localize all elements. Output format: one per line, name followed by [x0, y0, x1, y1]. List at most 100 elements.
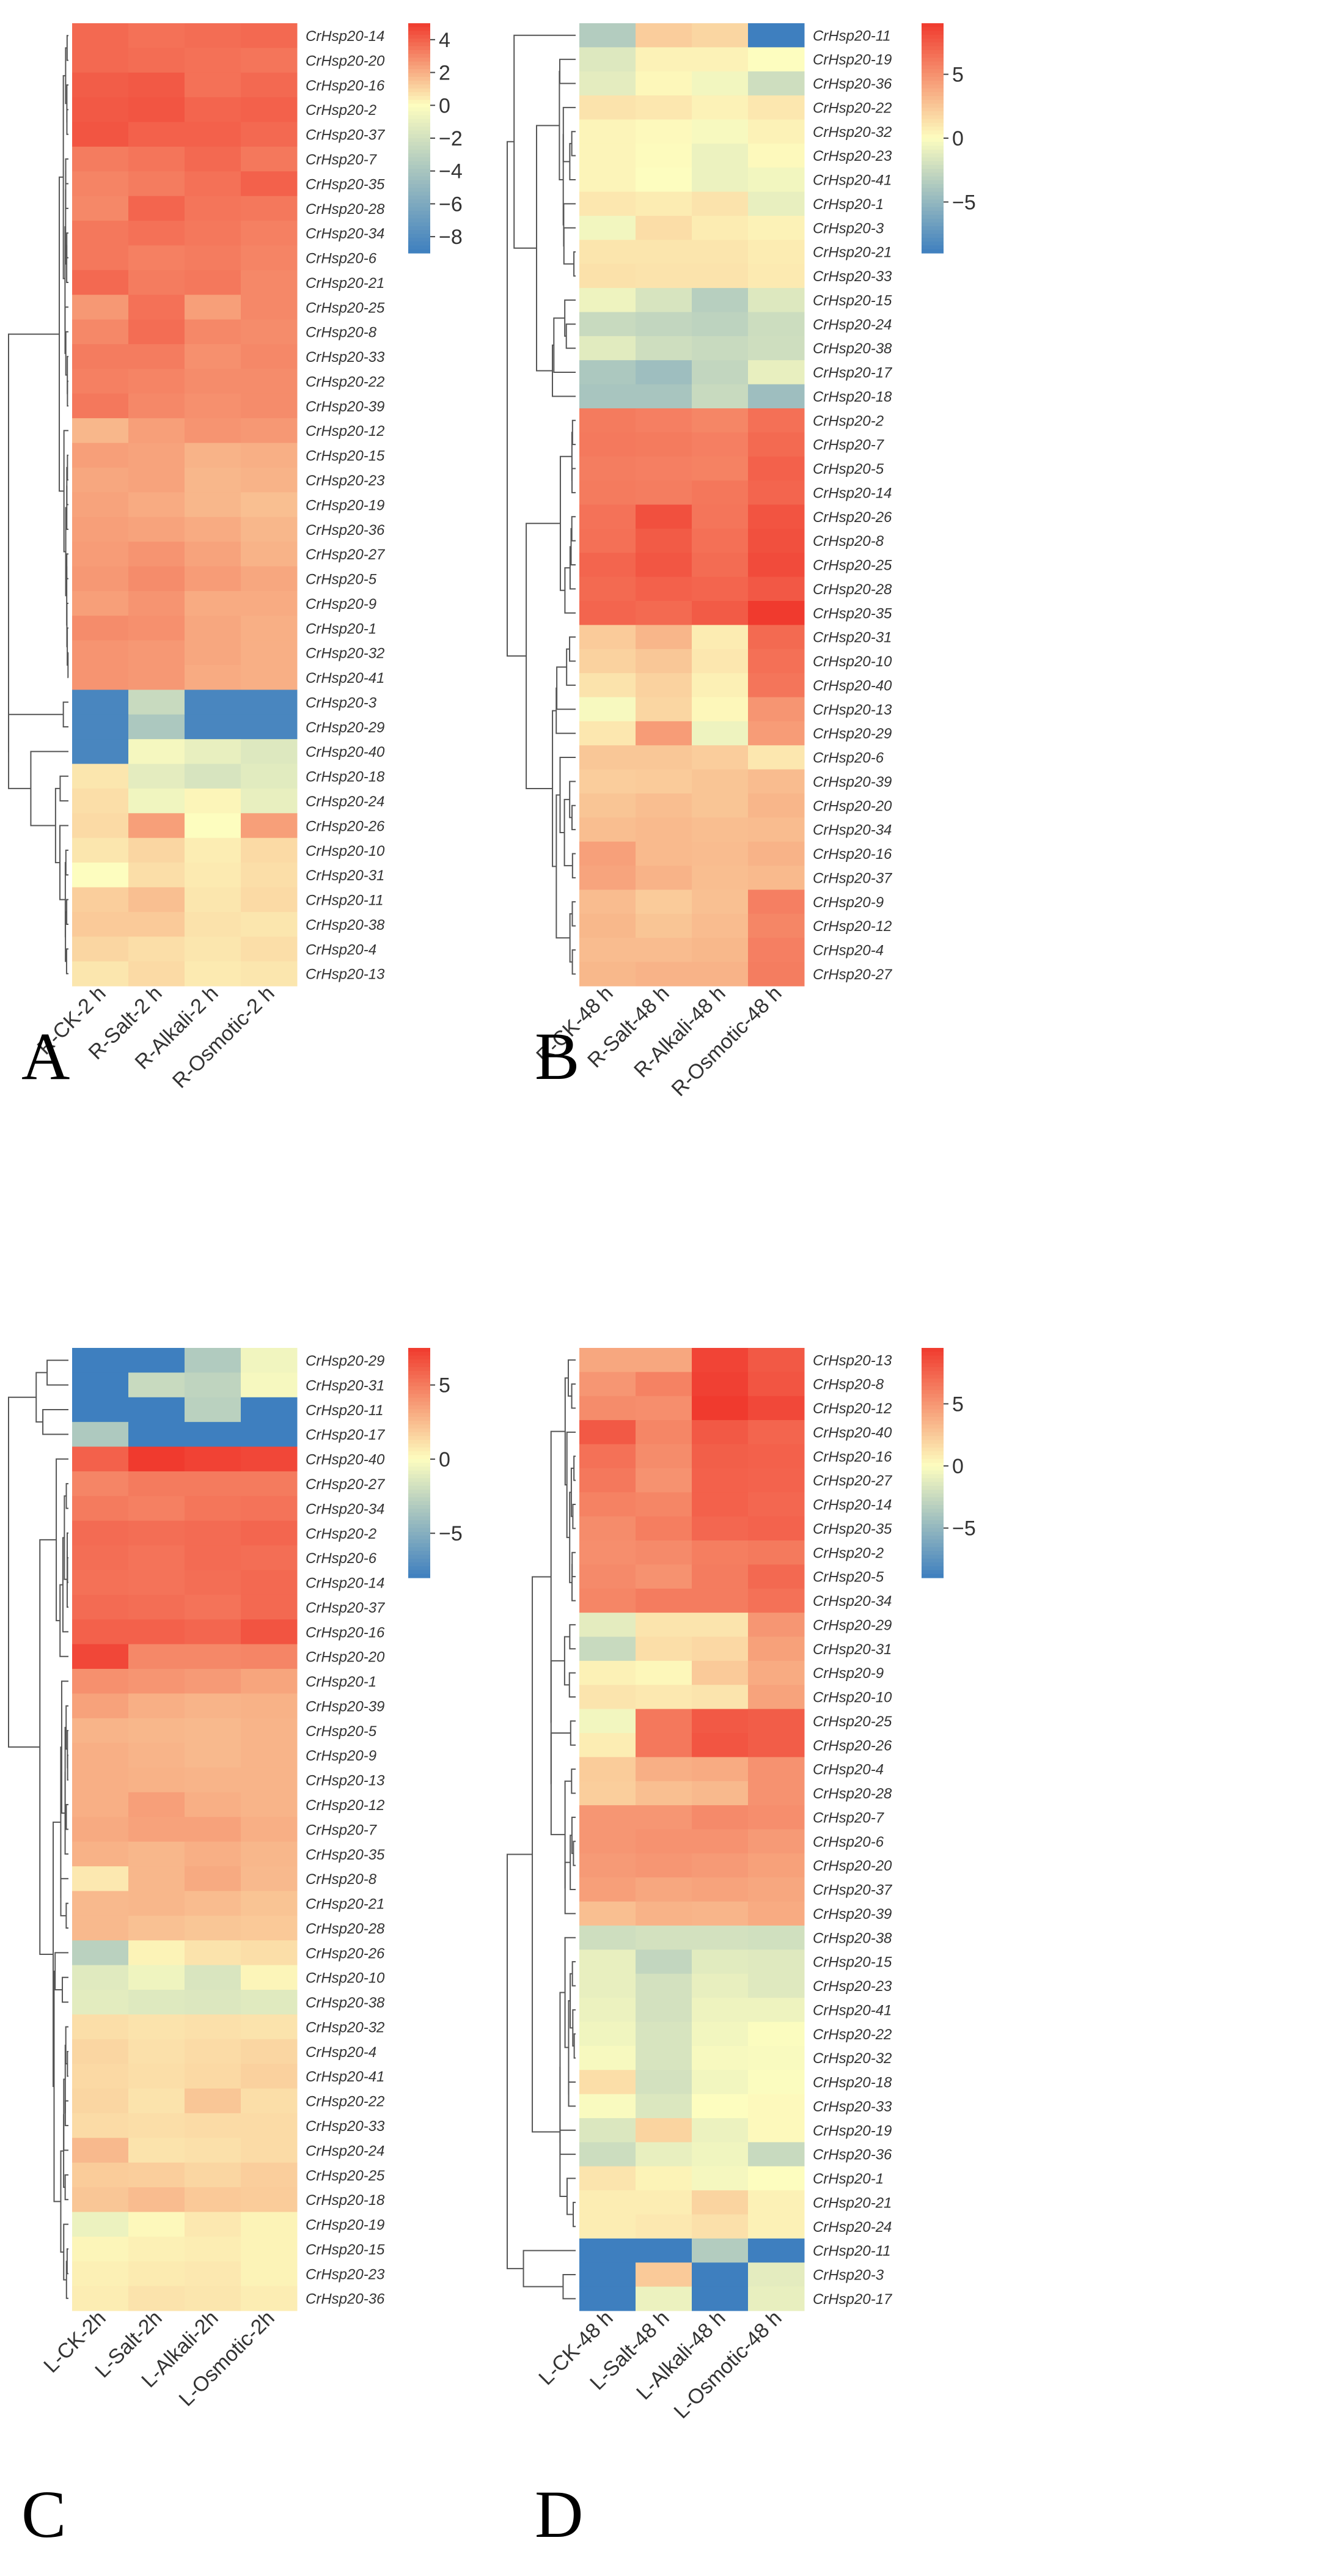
legend-gradient-segment — [408, 88, 430, 93]
heatmap-cell — [692, 2286, 749, 2311]
row-label: CrHsp20-37 — [813, 1882, 893, 1899]
legend-gradient-segment — [408, 1485, 430, 1490]
heatmap-cell — [748, 889, 805, 914]
legend-gradient-segment — [922, 153, 944, 158]
heatmap-cell — [72, 196, 129, 221]
dendrogram-branch — [571, 131, 576, 156]
row-label: CrHsp20-19 — [306, 497, 384, 513]
heatmap-cell — [72, 1520, 129, 1546]
heatmap-cell — [72, 640, 129, 666]
row-label: CrHsp20-17 — [306, 1427, 386, 1443]
row-label: CrHsp20-35 — [306, 1847, 385, 1863]
row-label: CrHsp20-18 — [306, 2192, 385, 2209]
row-label: CrHsp20-6 — [813, 1834, 884, 1850]
legend-gradient-segment — [922, 1436, 944, 1440]
heatmap-cell — [128, 1619, 185, 1645]
legend-gradient-segment — [408, 1436, 430, 1440]
heatmap-cell — [692, 167, 749, 193]
legend-gradient-segment — [922, 145, 944, 150]
row-label: CrHsp20-14 — [813, 485, 892, 501]
heatmap-cell — [636, 167, 692, 193]
legend-gradient-segment — [408, 1562, 430, 1567]
heatmap-cell — [72, 344, 129, 369]
legend-gradient-segment — [922, 1374, 944, 1379]
dendrogram-branch — [571, 1816, 576, 1854]
row-label: CrHsp20-10 — [306, 1970, 385, 1987]
heatmap-cell — [579, 1564, 636, 1589]
heatmap-cell — [748, 938, 805, 963]
row-label: CrHsp20-3 — [813, 2267, 884, 2284]
dendrogram-branch — [562, 2273, 576, 2300]
row-label: CrHsp20-13 — [306, 966, 385, 983]
heatmap-cell — [692, 697, 749, 722]
heatmap-cell — [579, 1829, 636, 1854]
legend-gradient-segment — [922, 1463, 944, 1467]
heatmap-cell — [72, 72, 129, 98]
heatmap-cell — [636, 1877, 692, 1902]
heatmap-cell — [636, 2262, 692, 2287]
heatmap-cell — [128, 2113, 185, 2138]
heatmap-cell — [692, 1853, 749, 1878]
heatmap-cell — [579, 1420, 636, 1444]
heatmap-cell — [185, 1348, 241, 1373]
heatmap-cell — [185, 1940, 241, 1966]
heatmap-cell — [579, 1660, 636, 1685]
legend-gradient-segment — [408, 130, 430, 135]
heatmap-cell — [579, 1396, 636, 1421]
heatmap-cell — [128, 937, 185, 962]
heatmap-cell — [128, 2039, 185, 2064]
legend-gradient-segment — [408, 1547, 430, 1551]
heatmap-cell — [579, 1372, 636, 1397]
legend-gradient-segment — [408, 1520, 430, 1525]
row-label: CrHsp20-33 — [306, 349, 385, 366]
row-label: CrHsp20-1 — [306, 1674, 376, 1690]
legend-gradient-segment — [922, 1512, 944, 1517]
heatmap-cell — [185, 640, 241, 666]
legend-tick-label: 0 — [439, 1448, 450, 1471]
heatmap-cell — [636, 119, 692, 144]
heatmap-cell — [636, 432, 692, 457]
heatmap-cell — [692, 360, 749, 385]
heatmap-cell — [692, 504, 749, 529]
heatmap-cell — [748, 1853, 805, 1878]
heatmap-cell — [128, 739, 185, 765]
heatmap-cell — [692, 1444, 749, 1469]
heatmap-cell — [72, 1767, 129, 1793]
row-label: CrHsp20-13 — [306, 1773, 385, 1789]
row-label: CrHsp20-11 — [306, 892, 384, 909]
dendrogram-branch — [569, 636, 576, 662]
heatmap-cell — [72, 1372, 129, 1398]
legend-tick-label: −5 — [952, 1517, 976, 1540]
dendrogram-branch — [559, 1992, 565, 2143]
heatmap-cell — [636, 1420, 692, 1444]
heatmap-cell — [128, 146, 185, 172]
heatmap-cell — [692, 528, 749, 553]
legend-gradient-segment — [408, 1363, 430, 1367]
heatmap-cell — [579, 2094, 636, 2119]
dendrogram-branch — [507, 141, 527, 657]
row-label: CrHsp20-28 — [306, 201, 385, 218]
row-label: CrHsp20-31 — [813, 630, 892, 646]
dendrogram-branch — [67, 2050, 68, 2077]
legend-gradient-segment — [922, 1466, 944, 1471]
legend-gradient-segment — [922, 1413, 944, 1418]
heatmap-cell — [579, 2142, 636, 2167]
heatmap-cell — [185, 714, 241, 740]
legend-gradient-segment — [408, 1355, 430, 1360]
dendrogram-branch — [8, 1396, 40, 1748]
heatmap-cell — [72, 1965, 129, 1990]
row-label: CrHsp20-8 — [813, 1377, 884, 1393]
heatmap-cell — [748, 866, 805, 890]
heatmap-cell — [128, 319, 185, 345]
heatmap-cell — [579, 456, 636, 481]
dendrogram-branch — [571, 419, 576, 446]
dendrogram-branch — [42, 1408, 68, 1435]
heatmap-cell — [128, 863, 185, 888]
heatmap-cell — [636, 1973, 692, 1998]
heatmap-cell — [748, 817, 805, 842]
heatmap-cell — [748, 143, 805, 168]
heatmap-cell — [748, 1781, 805, 1806]
legend-gradient-segment — [922, 222, 944, 227]
heatmap-cell — [748, 769, 805, 794]
legend-gradient-segment — [408, 1566, 430, 1571]
